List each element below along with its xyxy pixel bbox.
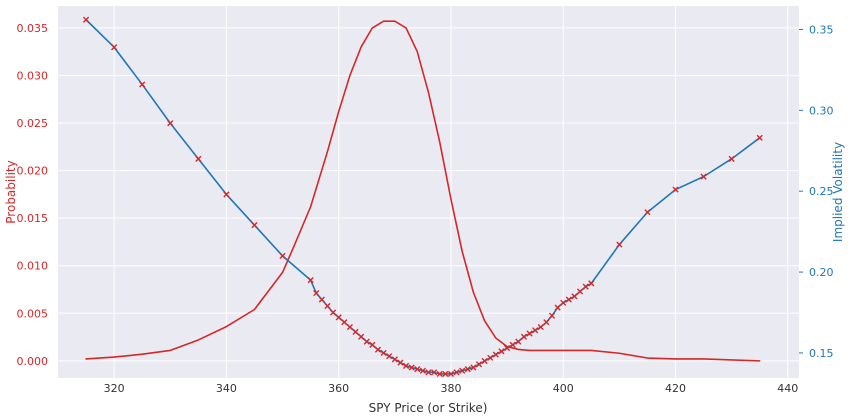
y-right-tick-label: 0.25: [809, 185, 834, 198]
probability-line: [85, 20, 761, 362]
iv-marker: [576, 288, 584, 295]
x-tick-label: 400: [553, 382, 574, 395]
iv-marker: [329, 309, 337, 316]
iv-marker: [391, 356, 398, 363]
iv-marker: [223, 191, 230, 198]
y-axis-right-label: Implied Volatility: [831, 142, 845, 242]
iv-marker: [560, 299, 567, 306]
iv-marker: [442, 370, 449, 378]
iv-marker: [397, 359, 404, 366]
y-left-tick-label: 0.025: [17, 117, 49, 130]
iv-marker: [374, 346, 382, 353]
y-right-tick-label: 0.15: [809, 347, 834, 360]
iv-marker: [644, 209, 651, 216]
y-left-tick-label: 0.015: [17, 212, 49, 225]
iv-marker: [380, 349, 387, 357]
iv-marker: [464, 366, 471, 373]
iv-marker: [503, 344, 511, 352]
iv-marker: [509, 341, 516, 348]
iv-marker: [582, 283, 589, 290]
iv-marker: [616, 241, 623, 248]
series-layer: [82, 16, 763, 378]
iv-marker: [195, 155, 202, 162]
iv-marker: [279, 252, 286, 259]
iv-marker: [335, 314, 342, 321]
iv-marker: [571, 293, 578, 300]
iv-marker: [554, 304, 561, 311]
iv-marker: [475, 361, 483, 368]
iv-marker: [453, 369, 460, 376]
iv-marker: [346, 323, 354, 331]
iv-marker: [111, 44, 118, 51]
iv-marker: [588, 280, 595, 287]
iv-marker: [358, 333, 365, 340]
iv-marker: [470, 364, 477, 371]
iv-marker: [363, 338, 370, 345]
iv-marker: [251, 222, 258, 229]
iv-marker: [532, 327, 539, 334]
plot-background: [58, 6, 799, 378]
iv-marker: [313, 289, 320, 297]
x-tick-label: 320: [104, 382, 125, 395]
tick-labels: 320 340 360 380 400 420 440 0.000 0.005 0.010 0.01…: [17, 22, 834, 395]
iv-marker: [459, 367, 466, 374]
y-left-tick-label: 0.030: [17, 69, 49, 82]
x-axis-label: SPY Price (or Strike): [369, 401, 488, 415]
iv-marker: [515, 338, 522, 345]
iv-marker: [425, 369, 432, 376]
iv-marker: [728, 155, 735, 162]
grid-lines: [58, 6, 799, 378]
iv-marker: [431, 369, 438, 376]
iv-marker: [408, 364, 415, 371]
y-left-tick-label: 0.010: [17, 260, 49, 273]
iv-marker: [419, 367, 426, 374]
iv-marker: [537, 323, 544, 331]
iv-marker: [436, 370, 443, 378]
y-right-tick-label: 0.30: [809, 104, 834, 117]
iv-marker: [543, 319, 550, 326]
y-left-tick-label: 0.000: [17, 355, 49, 368]
iv-marker: [672, 186, 679, 193]
y-left-tick-label: 0.035: [17, 22, 49, 35]
iv-marker: [492, 351, 499, 358]
iv-marker: [447, 370, 455, 378]
iv-marker: [82, 16, 90, 23]
y-left-tick-label: 0.020: [17, 165, 49, 178]
x-tick-label: 380: [440, 382, 461, 395]
iv-marker: [756, 134, 763, 141]
x-tick-label: 360: [328, 382, 349, 395]
y-axis-left-label: Probability: [4, 160, 18, 223]
x-tick-label: 420: [665, 382, 686, 395]
iv-marker: [565, 296, 572, 303]
iv-marker: [139, 81, 146, 88]
iv-marker: [318, 296, 325, 303]
iv-marker: [324, 302, 331, 310]
iv-marker: [526, 330, 533, 337]
x-tick-label: 440: [777, 382, 798, 395]
iv-marker: [487, 354, 494, 361]
iv-marker: [307, 277, 314, 284]
iv-marker: [402, 362, 410, 369]
x-tick-label: 340: [216, 382, 237, 395]
y-left-tick-label: 0.005: [17, 307, 49, 320]
iv-marker: [369, 341, 376, 348]
iv-marker: [341, 319, 348, 326]
y-right-tick-label: 0.20: [809, 266, 834, 279]
iv-marker: [414, 366, 421, 373]
iv-marker: [386, 353, 393, 360]
iv-marker: [352, 328, 359, 335]
iv-marker: [548, 312, 556, 319]
y-right-tick-label: 0.35: [809, 23, 834, 36]
iv-marker: [481, 357, 488, 365]
iv-marker: [520, 333, 528, 340]
iv-marker: [498, 348, 505, 355]
iv-marker: [167, 120, 174, 127]
iv-marker: [700, 173, 707, 180]
